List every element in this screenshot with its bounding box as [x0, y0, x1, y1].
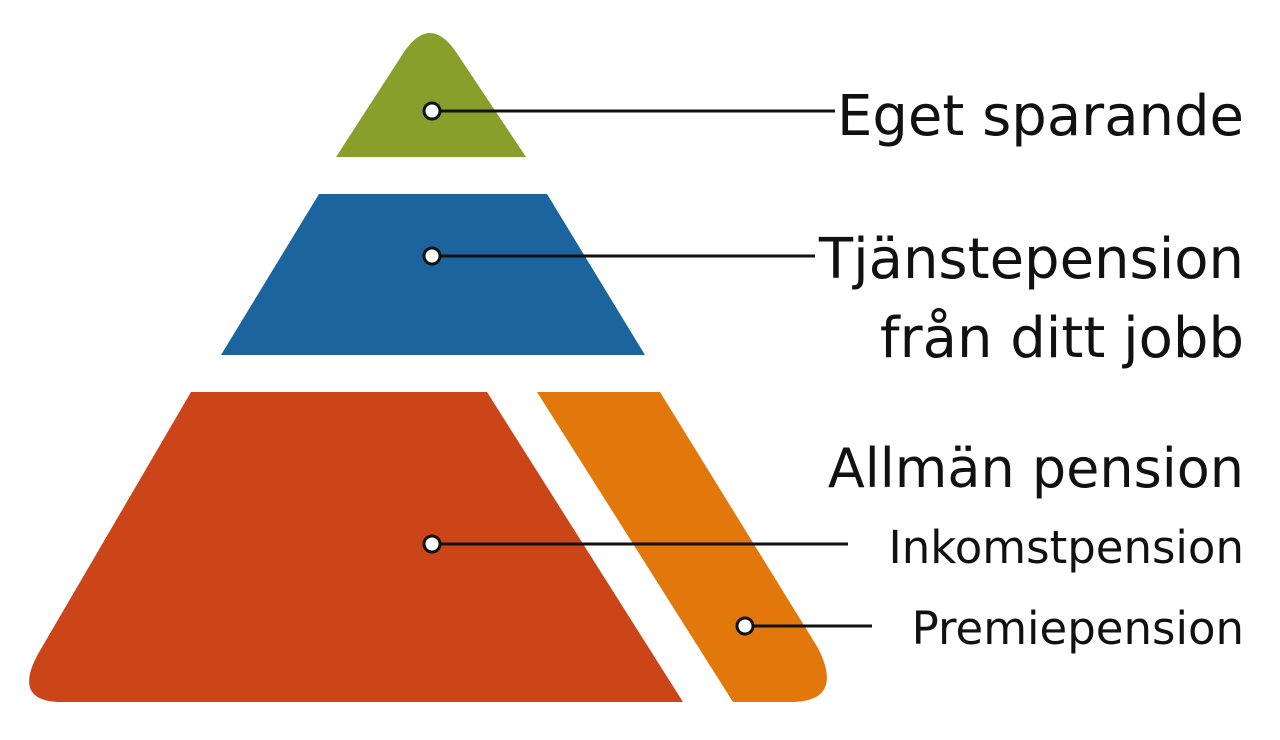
tier-bottom-inkomstpension [29, 392, 683, 702]
label-allman-pension: Allmän pension [828, 437, 1244, 500]
label-eget-sparande: Eget sparande [837, 84, 1244, 149]
marker-inkomstpension [422, 534, 442, 554]
label-inkomstpension: Inkomstpension [889, 521, 1244, 574]
marker-eget-sparande [422, 101, 442, 121]
marker-premiepension [735, 616, 755, 636]
label-tjanstepension-line1: Tjänstepension [818, 227, 1244, 292]
tier-top-eget-sparande [336, 33, 526, 157]
label-tjanstepension-line2: från ditt jobb [880, 306, 1244, 371]
tier-middle-tjanstepension [221, 194, 645, 355]
label-premiepension: Premiepension [912, 602, 1244, 655]
marker-tjanstepension [422, 246, 442, 266]
